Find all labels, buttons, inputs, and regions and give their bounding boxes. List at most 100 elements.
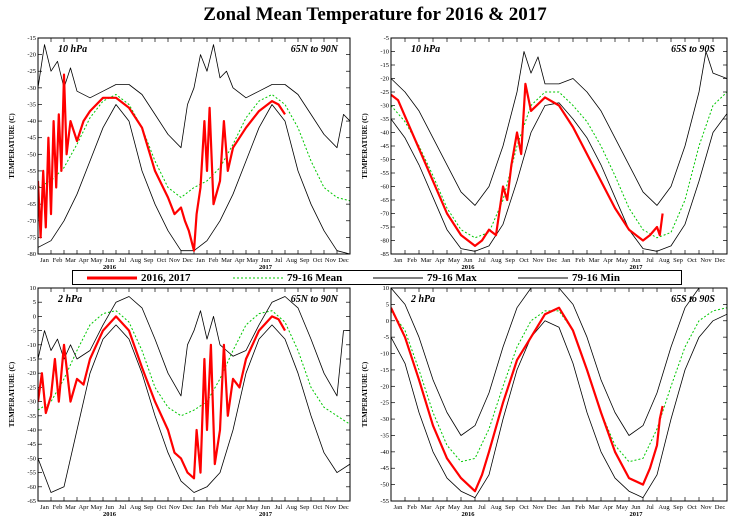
month-label: Mar (221, 257, 233, 264)
month-label: Jul (275, 504, 283, 511)
year-label-2017: 2017 (259, 511, 273, 518)
y-tick-label: -30 (380, 103, 389, 110)
y-axis-label: TEMPERATURE (C) (8, 361, 16, 427)
legend-swatch-mean (233, 277, 283, 279)
y-tick-label: -5 (384, 334, 389, 341)
month-label: Jun (261, 504, 271, 511)
y-tick-label: -80 (27, 251, 36, 258)
y-tick-label: -30 (27, 399, 36, 406)
month-label: Oct (313, 504, 323, 511)
month-label: May (616, 504, 629, 511)
month-label: Jul (119, 257, 127, 264)
y-axis-label: TEMPERATURE (C) (361, 113, 369, 179)
month-label: Nov (700, 257, 712, 264)
chart-panel-3: 10 5 0 -5 -10 -15 -20 -25 -30 -35 -40 -45 -50 -55 -60 -… (8, 285, 351, 518)
year-label-2016: 2016 (462, 511, 476, 518)
pressure-label: 10 hPa (58, 44, 87, 55)
legend-swatch-current (87, 276, 137, 280)
month-label: Nov (325, 257, 337, 264)
month-label: Feb (53, 257, 63, 264)
month-label: Jul (646, 504, 654, 511)
page-title: Zonal Mean Temperature for 2016 & 2017 (203, 4, 547, 25)
month-label: Dec (338, 257, 349, 264)
y-tick-label: -25 (380, 400, 389, 407)
chart-panel-2: -5 -10 -15 -20 -25 -30 -35 -40 -45 -50 -55 -60 -65 -7… (361, 35, 728, 271)
chart-panel-1: -15 -20 -25 -30 -35 -40 -45 -50 -55 -60 -65 -70 -75 -… (8, 35, 351, 271)
legend-swatch-min (518, 277, 568, 279)
y-tick-label: 0 (33, 313, 36, 320)
month-label: May (448, 257, 461, 264)
y-tick-label: -35 (380, 432, 389, 439)
month-label: Aug (130, 257, 142, 264)
legend-label-max: 79-16 Max (427, 271, 477, 284)
y-tick-label: -15 (380, 62, 389, 69)
legend: 2016, 2017 79-16 Mean 79-16 Max 79-16 Mi… (72, 270, 682, 285)
month-label: May (91, 504, 104, 511)
month-label: Nov (169, 504, 181, 511)
y-tick-label: -25 (380, 89, 389, 96)
series-line-79-16-min (391, 102, 727, 252)
month-label: Jan (196, 504, 205, 511)
y-tick-label: -65 (27, 498, 36, 505)
month-label: Dec (715, 257, 726, 264)
legend-label-current: 2016, 2017 (141, 271, 191, 284)
y-axis-label: TEMPERATURE (C) (361, 361, 369, 427)
month-label: May (247, 257, 260, 264)
y-tick-label: -55 (27, 168, 36, 175)
y-tick-label: -35 (27, 413, 36, 420)
y-tick-label: -75 (380, 224, 389, 231)
y-tick-label: -70 (27, 218, 36, 225)
month-label: Sep (505, 504, 515, 511)
y-tick-label: -50 (27, 151, 36, 158)
month-label: May (91, 257, 104, 264)
y-tick-label: -35 (27, 101, 36, 108)
month-label: Jul (275, 257, 283, 264)
y-tick-label: -10 (380, 49, 389, 56)
legend-item-min: 79-16 Min (518, 271, 620, 284)
series-line-79-16-min (391, 313, 727, 499)
month-label: Aug (490, 504, 502, 511)
month-label: Sep (300, 504, 310, 511)
y-tick-label: -15 (27, 35, 36, 42)
y-tick-label: -55 (380, 170, 389, 177)
month-label: Oct (313, 257, 323, 264)
series-line-79-16-max (391, 51, 727, 206)
legend-swatch-max (373, 277, 423, 279)
y-tick-label: -25 (27, 68, 36, 75)
series-group (391, 288, 727, 499)
y-tick-label: -85 (380, 251, 389, 258)
month-label: Jun (631, 504, 641, 511)
pressure-label: 2 hPa (57, 294, 82, 305)
series-line-79-16-max (38, 44, 350, 149)
y-tick-label: -50 (27, 455, 36, 462)
year-label-2016: 2016 (462, 264, 476, 271)
y-tick-label: -30 (27, 85, 36, 92)
plot-frame (390, 287, 728, 502)
y-tick-label: -20 (380, 76, 389, 83)
series-line-2016-2017 (391, 306, 664, 493)
series-group (391, 51, 727, 252)
plot-frame (37, 37, 351, 255)
month-label: Dec (338, 504, 349, 511)
y-tick-label: -20 (27, 52, 36, 59)
month-label: Jan (40, 257, 49, 264)
year-label-2017: 2017 (630, 511, 644, 518)
year-label-2016: 2016 (103, 511, 117, 518)
month-label: Jun (105, 257, 115, 264)
month-label: Jan (394, 504, 403, 511)
month-label: Jun (261, 257, 271, 264)
y-tick-label: -5 (31, 328, 36, 335)
y-tick-label: -10 (27, 342, 36, 349)
y-tick-label: -20 (27, 370, 36, 377)
month-label: Nov (169, 257, 181, 264)
month-label: Nov (700, 504, 712, 511)
month-label: Oct (157, 257, 167, 264)
month-label: May (247, 504, 260, 511)
month-label: Jul (478, 504, 486, 511)
legend-item-mean: 79-16 Mean (233, 271, 342, 284)
series-line-2016-2017 (38, 73, 286, 252)
month-label: Jun (105, 504, 115, 511)
month-label: Jun (463, 257, 473, 264)
month-label: Feb (53, 504, 63, 511)
month-label: Jul (478, 257, 486, 264)
